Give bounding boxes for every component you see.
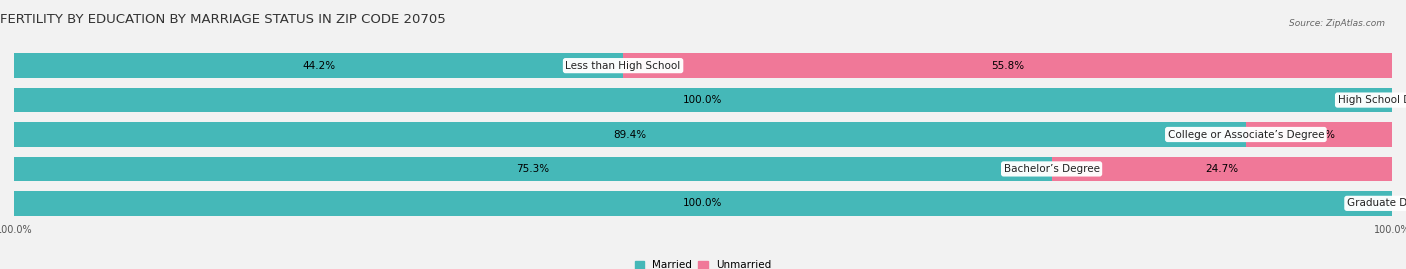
Bar: [1052, 157, 1392, 181]
Text: 24.7%: 24.7%: [1205, 164, 1239, 174]
Text: 100.0%: 100.0%: [683, 198, 723, 208]
Bar: [14, 88, 1392, 112]
Bar: [14, 122, 1392, 147]
Bar: [14, 157, 1392, 181]
Bar: [1246, 122, 1392, 147]
Text: FERTILITY BY EDUCATION BY MARRIAGE STATUS IN ZIP CODE 20705: FERTILITY BY EDUCATION BY MARRIAGE STATU…: [0, 13, 446, 26]
Text: 55.8%: 55.8%: [991, 61, 1024, 71]
Text: Source: ZipAtlas.com: Source: ZipAtlas.com: [1289, 19, 1385, 28]
Bar: [14, 53, 623, 78]
Bar: [14, 157, 1052, 181]
Bar: [623, 53, 1392, 78]
Text: Graduate Degree: Graduate Degree: [1347, 198, 1406, 208]
Text: 89.4%: 89.4%: [613, 129, 647, 140]
Text: 75.3%: 75.3%: [516, 164, 550, 174]
Text: 44.2%: 44.2%: [302, 61, 335, 71]
Legend: Married, Unmarried: Married, Unmarried: [634, 260, 772, 269]
Text: 10.6%: 10.6%: [1302, 129, 1336, 140]
Text: Bachelor’s Degree: Bachelor’s Degree: [1004, 164, 1099, 174]
Bar: [14, 191, 1392, 216]
Text: 100.0%: 100.0%: [683, 95, 723, 105]
Text: High School Diploma: High School Diploma: [1337, 95, 1406, 105]
Bar: [14, 191, 1392, 216]
Bar: [14, 88, 1392, 112]
Bar: [14, 53, 1392, 78]
Text: College or Associate’s Degree: College or Associate’s Degree: [1167, 129, 1324, 140]
Text: Less than High School: Less than High School: [565, 61, 681, 71]
Bar: [14, 122, 1246, 147]
